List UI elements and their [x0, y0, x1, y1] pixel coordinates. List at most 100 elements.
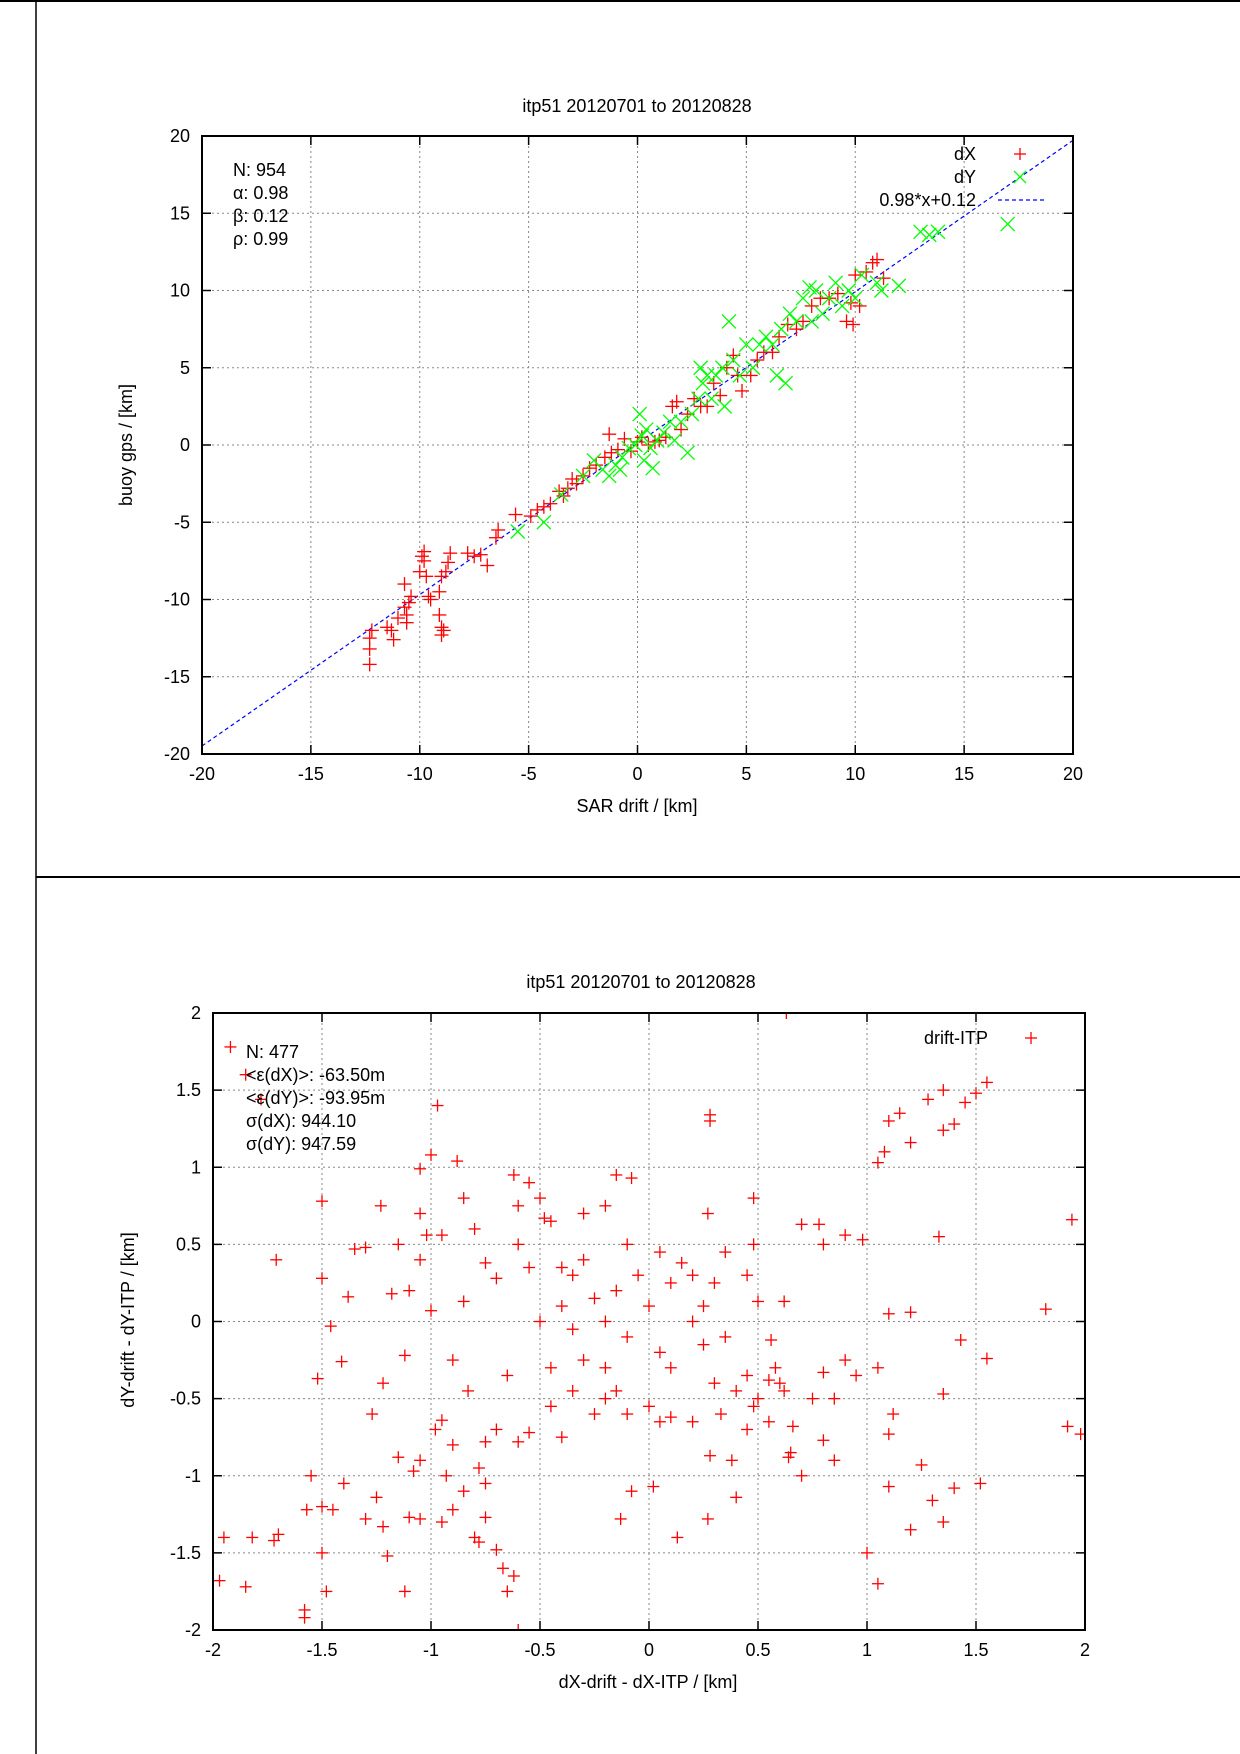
data-point — [599, 1315, 612, 1328]
data-point — [869, 275, 885, 291]
data-point — [948, 1482, 961, 1495]
data-point — [480, 558, 495, 573]
data-point — [780, 1013, 793, 1019]
data-point — [589, 458, 604, 473]
data-point — [747, 1238, 760, 1251]
data-point — [417, 553, 432, 568]
marker-d2 — [684, 406, 700, 422]
data-point — [599, 1199, 612, 1212]
data-point — [778, 1295, 791, 1308]
data-point — [904, 1136, 917, 1149]
data-point — [738, 337, 754, 353]
marker-d2 — [745, 360, 761, 376]
chart-title: itp51 20120701 to 20120828 — [526, 972, 755, 992]
data-point — [922, 1093, 935, 1106]
data-point — [714, 1408, 727, 1421]
data-point — [675, 1256, 688, 1269]
data-point — [432, 584, 447, 599]
data-point — [882, 1428, 895, 1441]
data-point — [751, 337, 767, 353]
x-tick-label: 10 — [845, 764, 865, 784]
data-point — [440, 1469, 453, 1482]
data-point — [523, 1261, 536, 1274]
legend-marker — [1025, 1032, 1037, 1044]
data-point — [882, 1480, 895, 1493]
data-point — [730, 1384, 743, 1397]
data-point — [769, 368, 785, 383]
data-point — [839, 1229, 852, 1242]
data-point — [695, 375, 711, 391]
data-point — [425, 1304, 437, 1317]
marker-d2 — [649, 432, 665, 448]
data-point — [512, 1199, 525, 1212]
data-point — [673, 414, 689, 430]
data-point — [566, 1323, 579, 1336]
marker-d2 — [921, 227, 937, 243]
stats-line: <ε(dY)>: -93.95m — [246, 1088, 385, 1108]
data-point — [612, 462, 628, 478]
data-point — [795, 1469, 808, 1482]
data-point — [980, 1076, 993, 1089]
data-point — [436, 623, 451, 638]
data-point — [374, 1199, 387, 1212]
data-point — [680, 445, 696, 461]
data-point — [937, 1124, 950, 1137]
legend-label: dX — [954, 144, 976, 164]
marker-d2 — [913, 224, 929, 240]
marker-d2 — [758, 329, 774, 345]
plot-area — [202, 139, 1073, 747]
data-point — [435, 1516, 448, 1529]
data-point — [741, 1369, 754, 1382]
data-point — [479, 1511, 492, 1524]
data-point — [719, 1246, 732, 1259]
data-point — [804, 298, 819, 313]
data-point — [649, 432, 665, 448]
marker-d2 — [782, 306, 798, 322]
data-point — [795, 314, 810, 329]
data-point — [311, 1372, 324, 1385]
data-point — [667, 432, 682, 448]
stats-line: σ(dY): 947.59 — [246, 1134, 356, 1154]
data-point — [490, 1272, 503, 1285]
data-point — [602, 427, 617, 442]
marker-d2 — [634, 428, 650, 444]
data-point — [348, 1243, 361, 1256]
data-point — [627, 437, 643, 453]
data-point — [788, 313, 804, 329]
marker-d2 — [601, 468, 617, 484]
marker-d2 — [693, 360, 709, 376]
data-point — [523, 1426, 536, 1439]
data-point — [841, 283, 857, 298]
data-point — [762, 1415, 775, 1428]
data-point — [435, 1414, 448, 1427]
data-point — [848, 268, 863, 283]
data-point — [381, 1549, 394, 1562]
data-point — [704, 391, 719, 407]
data-point — [423, 592, 438, 607]
data-point — [435, 1229, 448, 1242]
x-tick-label: -1.5 — [306, 1640, 337, 1660]
data-point — [479, 1435, 492, 1448]
data-point — [523, 1176, 536, 1189]
data-point — [813, 1218, 826, 1231]
data-point — [588, 1292, 601, 1305]
data-point — [451, 1155, 464, 1168]
data-point — [462, 1384, 475, 1397]
data-point — [432, 607, 447, 622]
data-point — [421, 589, 436, 604]
data-point — [721, 313, 737, 329]
data-point — [377, 1520, 390, 1533]
marker-d2 — [802, 279, 817, 295]
y-tick-label: -20 — [164, 744, 190, 764]
data-point — [876, 271, 891, 286]
data-point — [632, 1269, 645, 1282]
data-point — [804, 313, 820, 329]
data-point — [490, 1543, 503, 1556]
data-point — [621, 1238, 634, 1251]
data-point — [704, 1108, 717, 1121]
data-point — [817, 1434, 830, 1447]
x-tick-label: -1 — [423, 1640, 439, 1660]
data-point — [741, 1269, 754, 1282]
data-point — [653, 1346, 666, 1359]
